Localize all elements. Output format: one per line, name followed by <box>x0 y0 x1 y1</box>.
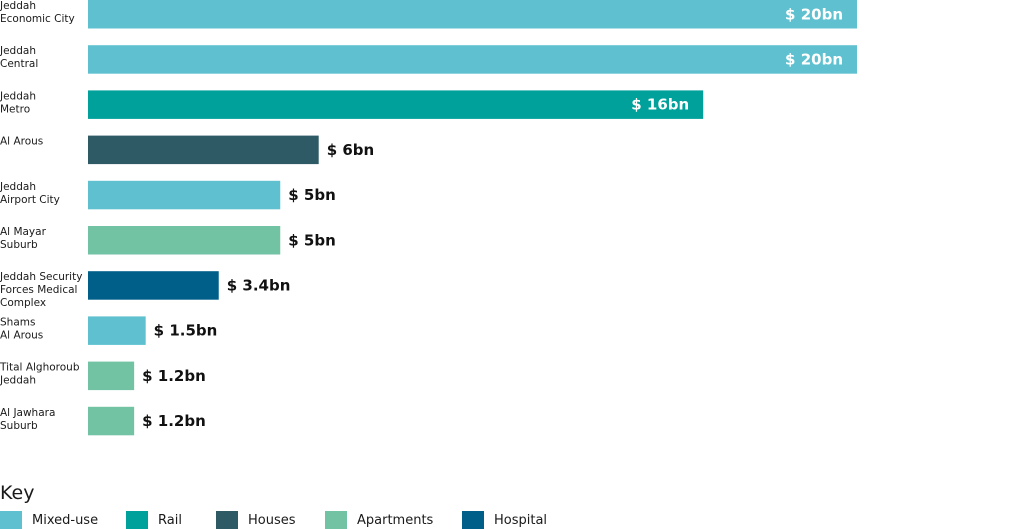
category-label-line: Metro <box>0 103 30 115</box>
category-label: Al Mayar Suburb <box>0 226 47 251</box>
legend-swatch <box>325 511 347 529</box>
category-label-line: Tital Alghoroub <box>0 362 80 374</box>
category-label-line: Forces Medical <box>0 284 77 296</box>
legend-label: Hospital <box>494 513 547 528</box>
category-label-line: Suburb <box>0 420 38 432</box>
bar <box>88 90 704 119</box>
legend-label: Apartments <box>357 513 434 528</box>
value-label: $ 1.2bn <box>142 412 206 430</box>
category-label: Shams Al Arous <box>0 316 43 341</box>
legend: Key Mixed-use Rail Houses Apartments Hospita… <box>0 482 547 529</box>
value-label: $ 3.4bn <box>227 276 291 294</box>
category-label-line: Al Arous <box>0 136 43 148</box>
legend-title: Key <box>0 482 34 504</box>
category-label-line: Suburb <box>0 239 38 251</box>
value-label: $ 1.5bn <box>154 322 218 340</box>
value-label: $ 16bn <box>631 96 689 114</box>
bar <box>88 180 281 210</box>
category-label-line: Economic City <box>0 13 75 25</box>
legend-label: Houses <box>248 513 296 528</box>
value-label: $ 6bn <box>327 141 375 159</box>
category-label-line: Shams <box>0 316 35 328</box>
bar <box>88 0 857 29</box>
category-label: Al Arous <box>0 136 43 148</box>
legend-label: Mixed-use <box>32 513 98 528</box>
legend-items: Mixed-use Rail Houses Apartments Hospital <box>0 511 547 529</box>
category-label: Tital Alghoroub Jeddah <box>0 362 80 387</box>
category-label-line: Jeddah Security <box>0 271 82 283</box>
category-label-line: Al Mayar <box>0 226 47 238</box>
bar <box>88 271 219 300</box>
category-label: Jeddah Central <box>0 45 38 70</box>
value-label: $ 20bn <box>785 5 843 23</box>
bar <box>88 406 135 436</box>
category-label-line: Jeddah <box>0 90 36 102</box>
legend-swatch <box>126 511 148 529</box>
bar <box>88 316 146 345</box>
category-label: Al Jawhara Suburb <box>0 407 55 432</box>
category-label-line: Airport City <box>0 194 60 206</box>
category-label-line: Jeddah <box>0 0 36 12</box>
category-label-line: Jeddah <box>0 375 36 387</box>
category-label: Jeddah Security Forces Medical Complex <box>0 271 82 309</box>
category-label-line: Al Arous <box>0 329 43 341</box>
bar <box>88 135 319 165</box>
category-label: Jeddah Economic City <box>0 0 75 25</box>
legend-label: Rail <box>158 513 182 528</box>
bar <box>88 45 857 74</box>
legend-swatch <box>0 511 22 529</box>
value-label: $ 5bn <box>288 231 336 249</box>
category-label: Jeddah Metro <box>0 90 36 115</box>
category-label-line: Central <box>0 58 38 70</box>
category-label-line: Al Jawhara <box>0 407 55 419</box>
value-label: $ 5bn <box>288 186 336 204</box>
legend-swatch <box>216 511 238 529</box>
bar <box>88 226 281 255</box>
value-label: $ 20bn <box>785 50 843 68</box>
category-label-line: Complex <box>0 297 46 309</box>
legend-swatch <box>462 511 484 529</box>
value-label: $ 1.2bn <box>142 367 206 385</box>
category-label: Jeddah Airport City <box>0 181 60 206</box>
category-label-line: Jeddah <box>0 45 36 57</box>
bar <box>88 361 135 391</box>
category-label-line: Jeddah <box>0 181 36 193</box>
